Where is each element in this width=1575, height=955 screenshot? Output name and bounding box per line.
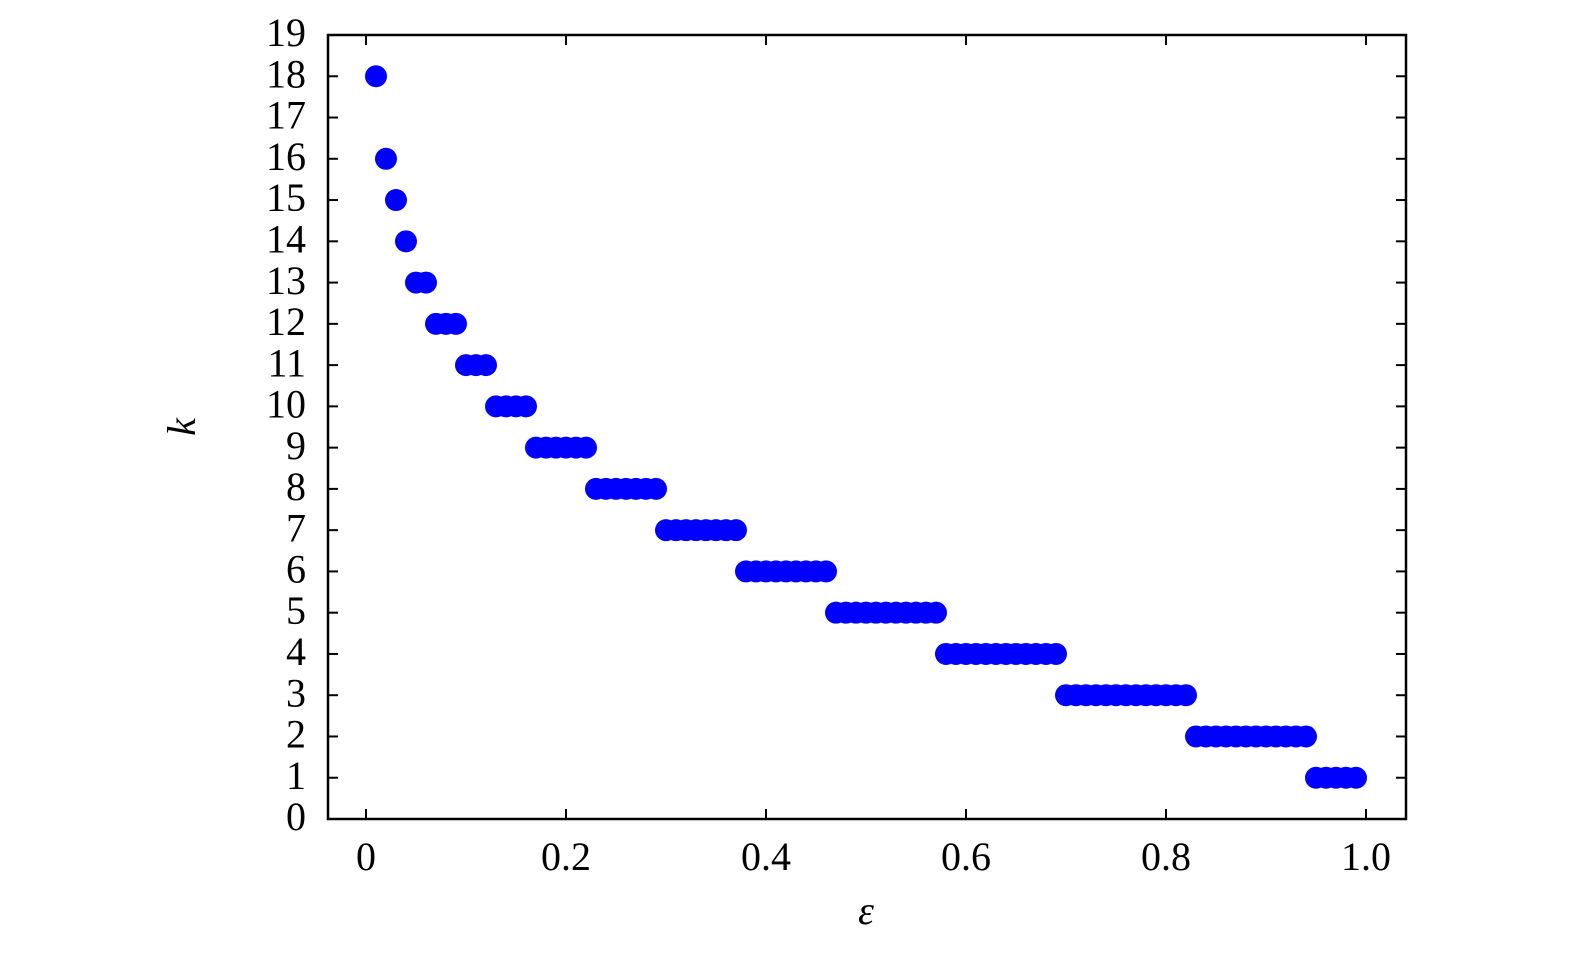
point [925, 601, 947, 624]
point [415, 271, 437, 294]
y-tick-label: 12 [266, 299, 306, 344]
point [725, 519, 747, 542]
y-tick-label: 19 [266, 10, 306, 55]
y-tick-label: 17 [266, 93, 306, 138]
point [815, 560, 837, 583]
plot-frame [326, 33, 1408, 821]
point [475, 354, 497, 377]
y-tick-label: 4 [286, 629, 306, 674]
x-tick-label: 0.2 [541, 834, 591, 879]
y-tick-label: 13 [266, 258, 306, 303]
point [645, 477, 667, 500]
y-tick-label: 16 [266, 134, 306, 179]
point [375, 147, 397, 170]
x-tick-label: 0.8 [1141, 834, 1191, 879]
y-tick-label: 11 [267, 340, 306, 385]
point [395, 230, 417, 253]
y-tick-label: 5 [286, 588, 306, 633]
y-tick-label: 0 [286, 794, 306, 839]
point [515, 395, 537, 418]
y-tick-label: 14 [266, 216, 306, 261]
y-tick-label: 18 [266, 51, 306, 96]
y-tick-label: 6 [286, 547, 306, 592]
y-tick-label: 10 [266, 382, 306, 427]
x-tick-label: 0.4 [741, 834, 791, 879]
point [385, 189, 407, 212]
y-tick-label: 9 [286, 423, 306, 468]
x-axis-label: ε [858, 888, 874, 933]
y-axis-label: k [159, 417, 204, 436]
point [365, 65, 387, 88]
x-tick-label: 1.0 [1341, 834, 1391, 879]
x-tick-label: 0 [356, 834, 376, 879]
point [1345, 766, 1367, 789]
y-tick-label: 3 [286, 670, 306, 715]
y-tick-label: 1 [286, 753, 306, 798]
point [1045, 642, 1067, 665]
point [1295, 725, 1317, 748]
x-tick-label: 0.6 [941, 834, 991, 879]
point [1175, 684, 1197, 707]
y-tick-label: 8 [286, 464, 306, 509]
y-tick-label: 7 [286, 505, 306, 550]
point [445, 312, 467, 335]
y-tick-label: 2 [286, 712, 306, 757]
y-tick-label: 15 [266, 175, 306, 220]
point [575, 436, 597, 459]
